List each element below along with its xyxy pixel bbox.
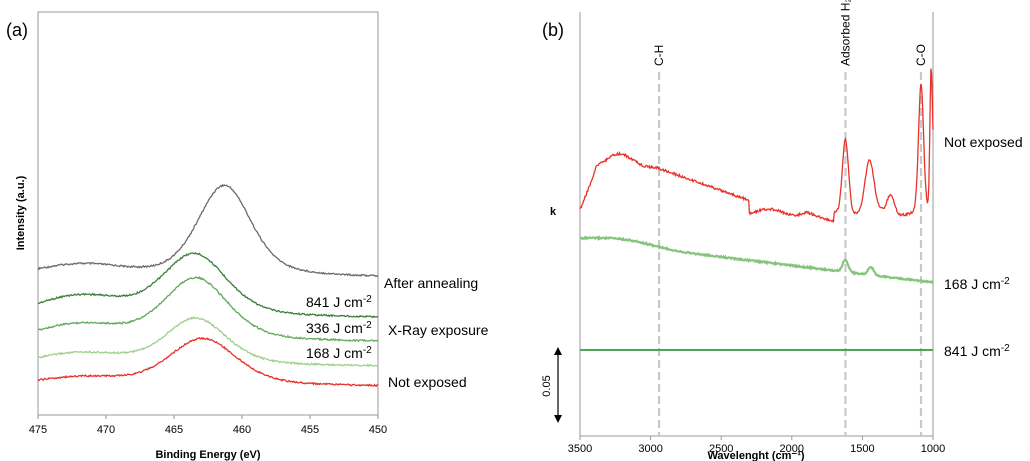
panel-b-tick-label: 3000 (638, 443, 662, 455)
series-line-a (37, 183, 379, 278)
panel-a-tick-label: 455 (301, 424, 319, 436)
series-line-168 (579, 235, 934, 284)
panel-b-plot-frame (579, 12, 934, 437)
reference-line-label: C-H (652, 45, 666, 66)
series-line-a (37, 336, 379, 388)
scale-bar-arrow-up-icon (554, 347, 562, 355)
panel-a-plot-frame (37, 11, 379, 416)
label-336-a: 336 J cm-2 (306, 320, 372, 336)
panel-b-tick-label: 2000 (780, 443, 804, 455)
panel-a-tick-label: 475 (29, 424, 47, 436)
reference-line-label: Adsorbed H₂O (838, 0, 852, 66)
label-not-exposed-a: Not exposed (388, 374, 467, 390)
panel-a-x-ticks: 475 470 465 460 455 450 (29, 415, 387, 436)
panel-b-x-axis-title: Wavelenght (cm⁻¹) (707, 450, 804, 461)
series-line-not-exposed (579, 68, 934, 224)
series-line-a (37, 276, 379, 343)
panel-b-label: (b) (542, 20, 564, 40)
panel-a-tick-label: 460 (233, 424, 251, 436)
scale-bar-arrow-down-icon (554, 415, 562, 423)
panel-a-tick-label: 450 (369, 424, 387, 436)
panel-b-series (579, 68, 934, 351)
panel-a-label: (a) (6, 20, 28, 40)
panel-a-tick-label: 470 (97, 424, 115, 436)
panel-b-reference-lines: C-H Adsorbed H₂O C-O (652, 0, 928, 436)
label-841-b: 841 J cm-2 (944, 343, 1010, 359)
label-168-b: 168 J cm-2 (944, 276, 1010, 292)
scale-bar-label: 0.05 (541, 375, 553, 396)
panel-b-x-ticks: 3500 3000 2500 2000 1500 1000 (568, 436, 945, 455)
series-line-a (37, 316, 379, 368)
panel-a-x-axis-title: Binding Energy (eV) (155, 449, 260, 461)
label-841-a: 841 J cm-2 (306, 294, 372, 310)
panel-b-tick-label: 1000 (921, 443, 945, 455)
panel-b-y-axis-title: k (550, 206, 557, 218)
panel-b-tick-label: 2500 (709, 443, 733, 455)
series-line-a (37, 252, 379, 319)
label-168-a: 168 J cm-2 (306, 345, 372, 361)
label-not-exposed-b: Not exposed (944, 134, 1023, 150)
panel-b-tick-label: 1500 (850, 443, 874, 455)
label-xray-exposure: X-Ray exposure (388, 322, 489, 338)
panel-a-y-axis-title: Intensity (a.u.) (15, 175, 27, 250)
reference-line-label: C-O (914, 44, 928, 66)
panel-a-tick-label: 465 (165, 424, 183, 436)
panel-a-series (37, 183, 379, 388)
panel-b-tick-label: 3500 (568, 443, 592, 455)
label-after-annealing: After annealing (384, 275, 478, 291)
